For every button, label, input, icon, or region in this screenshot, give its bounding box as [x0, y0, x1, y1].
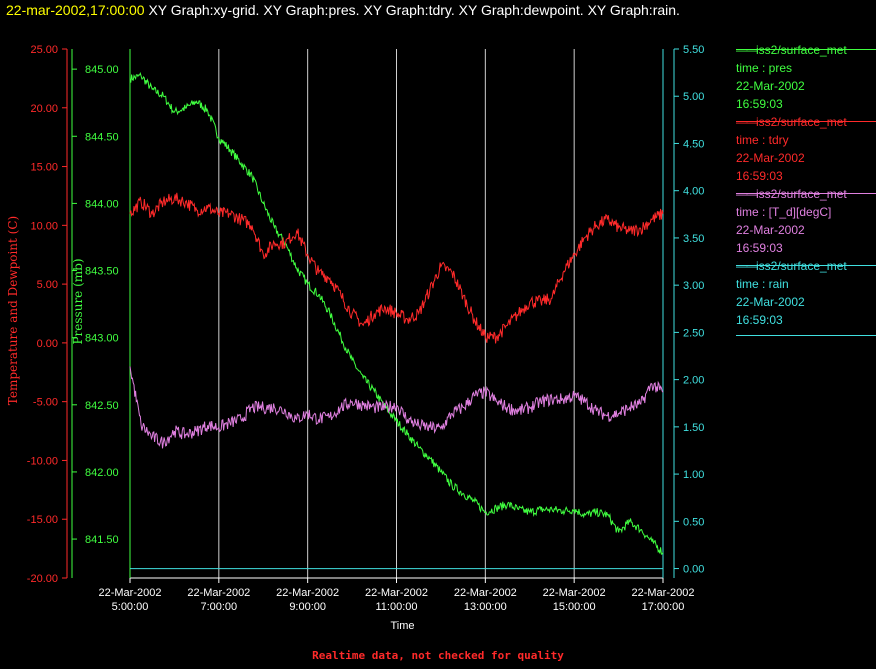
legend-source-row: ——iss2/surface_met — [736, 41, 876, 59]
legend-swatch: —— — [736, 259, 758, 273]
chart-axes — [62, 48, 679, 583]
legend-divider — [736, 265, 876, 266]
header-timestamp: 22-mar-2002,17:00:00 — [6, 2, 145, 18]
legend-divider — [736, 49, 876, 50]
pres-tick-label: 845.00 — [85, 64, 119, 76]
pres-tick-label: 842.50 — [85, 400, 119, 412]
chart-header: 22-mar-2002,17:00:00 XY Graph:xy-grid. X… — [6, 2, 680, 18]
quality-disclaimer: Realtime data, not checked for quality — [312, 649, 564, 662]
legend-variable: time : [T_d][degC] — [736, 205, 832, 219]
x-tick-date: 22-Mar-2002 — [99, 587, 162, 599]
legend-date: 22-Mar-2002 — [736, 79, 805, 93]
temp-tick-label: 20.00 — [30, 103, 58, 115]
x-tick-date: 22-Mar-2002 — [276, 587, 339, 599]
x-axis-label: Time — [390, 620, 414, 632]
legend-source-row: ——iss2/surface_met — [736, 113, 876, 131]
legend-source-row: ——iss2/surface_met — [736, 185, 876, 203]
legend-swatch: —— — [736, 187, 758, 201]
x-tick-time: 7:00:00 — [200, 601, 237, 613]
legend-date: 22-Mar-2002 — [736, 151, 805, 165]
legend-source: iss2/surface_met — [756, 259, 847, 273]
rain-tick-label: 4.00 — [683, 186, 704, 198]
pres-tick-label: 842.00 — [85, 467, 119, 479]
header-graph-list: XY Graph:xy-grid. XY Graph:pres. XY Grap… — [148, 2, 680, 18]
x-tick-time: 5:00:00 — [112, 601, 149, 613]
x-tick-time: 17:00:00 — [642, 601, 685, 613]
temp-tick-label: -10.00 — [27, 455, 58, 467]
temp-tick-label: -20.00 — [27, 573, 58, 585]
legend-source: iss2/surface_met — [756, 43, 847, 57]
legend-variable: time : tdry — [736, 133, 789, 147]
legend-variable: time : rain — [736, 277, 789, 291]
temp-tick-label: 5.00 — [37, 279, 58, 291]
legend-time: 16:59:03 — [736, 313, 783, 327]
temp-tick-label: 10.00 — [30, 220, 58, 232]
rain-tick-label: 0.50 — [683, 516, 704, 528]
x-tick-time: 9:00:00 — [289, 601, 326, 613]
series-tddegc-line — [129, 366, 664, 449]
rain-tick-label: 5.00 — [683, 91, 704, 103]
rain-tick-label: 2.50 — [683, 327, 704, 339]
rain-tick-label: 1.50 — [683, 422, 704, 434]
x-tick-date: 22-Mar-2002 — [365, 587, 428, 599]
legend-date: 22-Mar-2002 — [736, 223, 805, 237]
rain-tick-label: 3.50 — [683, 233, 704, 245]
legend-time: 16:59:03 — [736, 241, 783, 255]
chart-series — [129, 72, 664, 570]
x-tick-date: 22-Mar-2002 — [187, 587, 250, 599]
pres-tick-label: 844.00 — [85, 198, 119, 210]
temp-tick-label: 25.00 — [30, 44, 58, 56]
pres-tick-label: 843.00 — [85, 333, 119, 345]
legend-swatch: —— — [736, 115, 758, 129]
legend-swatch: —— — [736, 43, 758, 57]
legend-time: 16:59:03 — [736, 169, 783, 183]
temp-tick-label: 0.00 — [37, 338, 58, 350]
series-pres-line — [129, 72, 664, 555]
legend-time: 16:59:03 — [736, 97, 783, 111]
chart-labels: 22-Mar-2002 5:00:00 22-Mar-2002 7:00:00 22-M… — [6, 44, 704, 632]
legend-variable: time : pres — [736, 61, 793, 75]
x-tick-date: 22-Mar-2002 — [454, 587, 517, 599]
legend-source: iss2/surface_met — [756, 115, 847, 129]
legend-divider — [736, 121, 876, 122]
rain-tick-label: 0.00 — [683, 564, 704, 576]
rain-tick-label: 2.00 — [683, 375, 704, 387]
x-tick-time: 11:00:00 — [375, 601, 417, 613]
legend-divider — [736, 193, 876, 194]
x-tick-date: 22-Mar-2002 — [543, 587, 606, 599]
rain-tick-label: 3.00 — [683, 280, 704, 292]
legend-date: 22-Mar-2002 — [736, 295, 805, 309]
x-tick-time: 15:00:00 — [553, 601, 596, 613]
x-tick-time: 13:00:00 — [464, 601, 507, 613]
legend-source: iss2/surface_met — [756, 187, 847, 201]
temp-tick-label: -15.00 — [27, 514, 58, 526]
temp-tick-label: -5.00 — [33, 397, 58, 409]
rain-tick-label: 4.50 — [683, 138, 704, 150]
x-tick-date: 22-Mar-2002 — [632, 587, 695, 599]
legend-source-row: ——iss2/surface_met — [736, 257, 876, 275]
series-tdry-line — [129, 192, 664, 344]
pres-tick-label: 841.50 — [85, 534, 119, 546]
rain-tick-label: 1.00 — [683, 469, 704, 481]
pres-axis-label: Pressure (mb) — [71, 258, 85, 344]
pres-tick-label: 844.50 — [85, 131, 119, 143]
temp-axis-label: Temperature and Dewpoint (C) — [6, 216, 20, 405]
rain-tick-label: 5.50 — [683, 44, 704, 56]
pres-tick-label: 843.50 — [85, 266, 119, 278]
temp-tick-label: 15.00 — [30, 162, 58, 174]
legend-bottom-rule — [736, 335, 876, 336]
